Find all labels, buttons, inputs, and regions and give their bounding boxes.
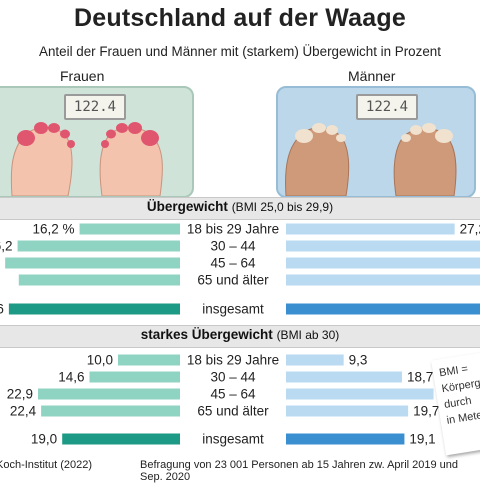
bar-men-overweight (286, 224, 455, 235)
bar-women-obese (62, 434, 180, 445)
data-label-men: 19,1 (409, 432, 435, 447)
data-label-men: 19,7 (413, 404, 439, 419)
category-label: 18 bis 29 Jahre (187, 353, 279, 368)
data-label-men: 18,7 (407, 370, 433, 385)
data-label-women: 22,9 (7, 387, 33, 402)
data-label-women: 26,2 (0, 239, 13, 254)
bar-men-obese (286, 355, 344, 366)
bar-women-obese (89, 372, 180, 383)
data-label-women: 19,0 (31, 432, 57, 447)
bar-men-overweight (286, 304, 480, 315)
category-label: 45 – 64 (210, 256, 256, 271)
category-label: 65 und älter (197, 404, 269, 419)
source-text: Koch-Institut (2022) (0, 459, 92, 471)
category-label: 18 bis 29 Jahre (187, 222, 279, 237)
bar-men-obese (286, 372, 402, 383)
data-label-women: 27,6 (0, 302, 4, 317)
category-label: insgesamt (202, 302, 264, 317)
data-label-women: 16,2 % (33, 222, 75, 237)
data-label-men: 27,2 (460, 222, 480, 237)
bar-women-overweight (19, 275, 180, 286)
bar-women-obese (41, 406, 180, 417)
bar-women-obese (38, 389, 180, 400)
bar-women-overweight (5, 258, 180, 269)
bar-women-overweight (80, 224, 180, 235)
data-label-men: 9,3 (349, 353, 368, 368)
data-label-women: 10,0 (87, 353, 113, 368)
bar-men-obese (286, 406, 408, 417)
category-label: 30 – 44 (210, 239, 256, 254)
survey-note: Befragung von 23 001 Personen ab 15 Jahr… (140, 459, 480, 483)
bar-men-obese (286, 389, 434, 400)
bar-women-overweight (9, 304, 180, 315)
data-label-women: 22,4 (10, 404, 37, 419)
bar-women-obese (118, 355, 180, 366)
bar-men-overweight (286, 275, 480, 286)
category-label: 30 – 44 (210, 370, 256, 385)
bar-women-overweight (18, 241, 180, 252)
category-label: 65 und älter (197, 273, 269, 288)
bar-men-obese (286, 434, 404, 445)
data-label-women: 14,6 (58, 370, 84, 385)
bar-men-overweight (286, 241, 480, 252)
bar-men-overweight (286, 258, 480, 269)
category-label: 45 – 64 (210, 387, 256, 402)
category-label: insgesamt (202, 432, 264, 447)
